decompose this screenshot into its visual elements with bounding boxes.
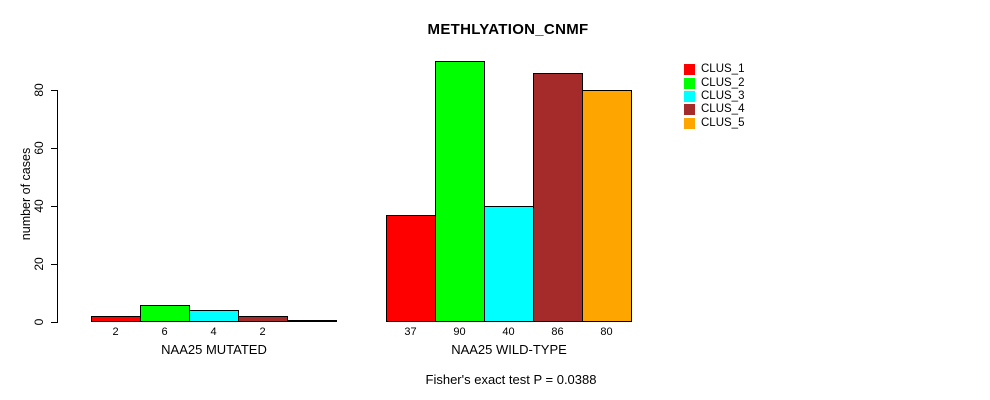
y-tick-mark [51,148,57,149]
legend-swatch-clus-5 [684,117,695,129]
legend-swatch-clus-2 [684,77,695,89]
legend-swatch-clus-1 [684,64,695,76]
bar-clus-2-group2 [435,61,485,322]
bar-clus-3-group1 [189,310,239,322]
caption-fisher-exact-test: Fisher's exact test P = 0.0388 [425,372,597,387]
y-tick-label: 60 [32,141,46,155]
bar-clus-5-group2 [582,90,632,322]
bar-value-label-clus-4-group2: 86 [551,326,564,338]
y-tick-mark [51,206,57,207]
bar-clus-4-group2 [533,73,583,322]
bar-clus-4-group1 [238,316,288,322]
legend-item-clus-3: CLUS_3 [684,90,744,103]
bar-clus-2-group1 [140,305,190,322]
y-tick-label: 40 [32,199,46,213]
legend-label-clus-1: CLUS_1 [701,63,745,76]
bar-clus-3-group2 [484,206,534,322]
bar-value-label-clus-3-group2: 40 [502,326,515,338]
legend-label-clus-3: CLUS_3 [701,89,745,102]
bar-value-label-clus-1-group2: 37 [404,326,417,338]
legend-label-clus-2: CLUS_2 [701,76,745,89]
legend-item-clus-4: CLUS_4 [684,103,744,116]
legend-label-clus-4: CLUS_4 [701,103,745,116]
legend-item-clus-2: CLUS_2 [684,76,744,89]
group-label-naa25-wild-type: NAA25 WILD-TYPE [451,342,567,357]
legend-item-clus-1: CLUS_1 [684,63,744,76]
group-label-naa25-mutated: NAA25 MUTATED [161,342,267,357]
bar-value-label-clus-2-group1: 6 [161,326,168,338]
legend-swatch-clus-3 [684,90,695,102]
y-tick-label: 0 [32,318,46,326]
legend-label-clus-5: CLUS_5 [701,116,745,129]
bar-clus-1-group2 [386,215,436,322]
legend-swatch-clus-4 [684,104,695,116]
chart-title: METHLYATION_CNMF [427,21,589,38]
y-axis-label: number of cases [19,147,33,241]
bar-value-label-clus-2-group2: 90 [453,326,466,338]
bar-clus-5-group1-zero [287,320,337,322]
y-tick-mark [51,264,57,265]
y-tick-mark [51,90,57,91]
bar-value-label-clus-5-group2: 80 [600,326,613,338]
bar-value-label-clus-4-group1: 2 [259,326,266,338]
y-tick-label: 20 [32,257,46,271]
bar-value-label-clus-3-group1: 4 [210,326,217,338]
y-axis-line [57,90,58,323]
legend-item-clus-5: CLUS_5 [684,117,744,130]
legend: CLUS_1 CLUS_2 CLUS_3 CLUS_4 CLUS_5 [684,63,744,130]
y-tick-label: 80 [32,83,46,97]
bar-value-label-clus-1-group1: 2 [112,326,119,338]
y-tick-mark [51,322,57,323]
bar-clus-1-group1 [91,316,141,322]
